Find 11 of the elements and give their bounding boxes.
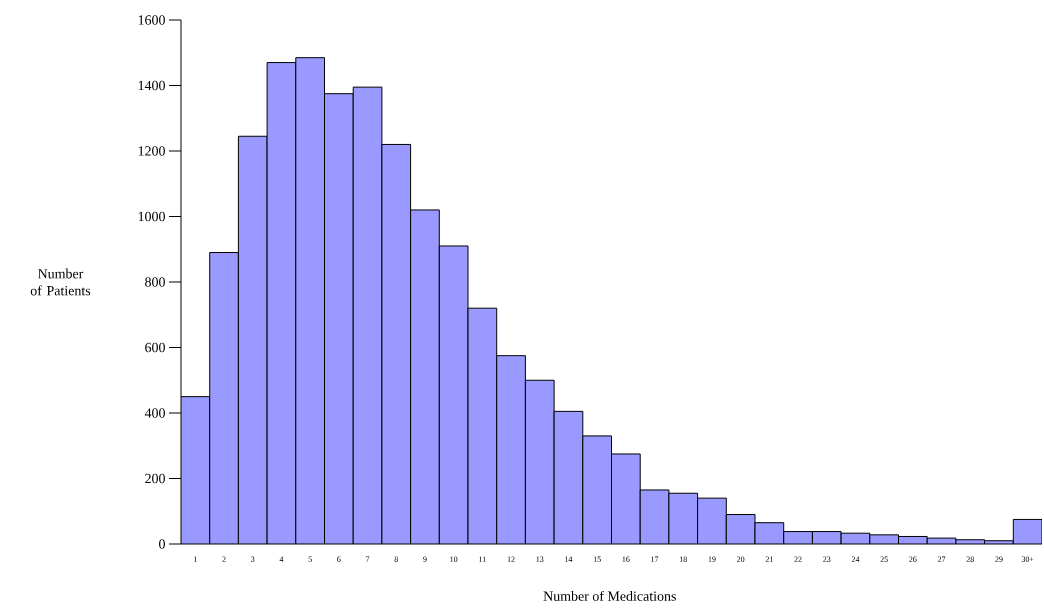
- y-tick-label: 600: [145, 342, 165, 353]
- y-tick-label: 800: [145, 277, 165, 287]
- y-tick-label: 1200: [138, 146, 165, 156]
- y-tick-label: 0: [159, 539, 165, 549]
- y-tick-label: 1400: [138, 80, 165, 91]
- y-tick-label: 1000: [138, 211, 165, 222]
- y-tick-label: 1600: [138, 15, 165, 25]
- x-axis-title: Number of Medications: [543, 590, 676, 601]
- y-tick-label: 400: [144, 408, 165, 418]
- y-tick-label: 200: [145, 473, 165, 484]
- y-axis-title: Number of Patients: [30, 268, 91, 296]
